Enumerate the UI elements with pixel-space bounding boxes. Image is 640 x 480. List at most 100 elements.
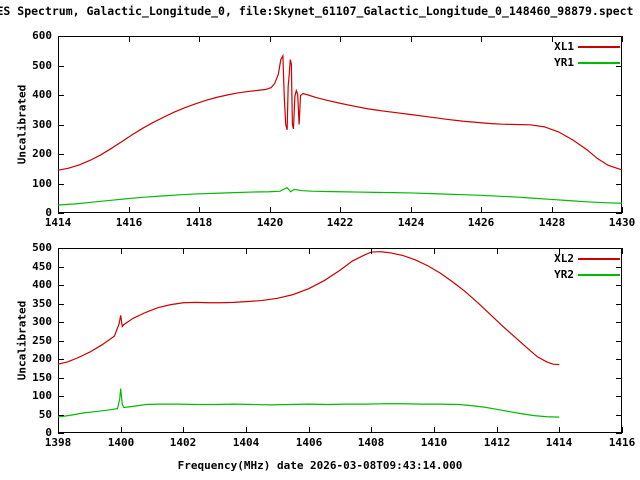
- x-tick-label: 1416: [608, 436, 636, 449]
- x-tick-label: 1424: [397, 216, 425, 229]
- y-tick-mark: [58, 66, 64, 67]
- y-tick-mark: [616, 66, 622, 67]
- bottom-plot-frame: [58, 248, 622, 433]
- x-tick-mark: [622, 427, 623, 433]
- x-tick-label: 1420: [256, 216, 284, 229]
- y-tick-mark: [58, 396, 64, 397]
- x-tick-mark: [340, 207, 341, 213]
- y-tick-label: 350: [32, 297, 52, 310]
- x-tick-label: 1402: [169, 436, 197, 449]
- x-tick-mark: [121, 248, 122, 254]
- y-tick-mark: [616, 95, 622, 96]
- x-tick-mark: [309, 248, 310, 254]
- y-tick-mark: [616, 184, 622, 185]
- x-tick-label: 1404: [232, 436, 260, 449]
- legend-label: YR1: [554, 56, 574, 69]
- y-tick-mark: [616, 125, 622, 126]
- x-tick-mark: [497, 427, 498, 433]
- y-tick-label: 450: [32, 260, 52, 273]
- y-tick-label: 400: [32, 278, 52, 291]
- x-tick-mark: [371, 427, 372, 433]
- x-tick-mark: [121, 427, 122, 433]
- x-tick-mark: [246, 248, 247, 254]
- x-tick-mark: [129, 207, 130, 213]
- x-tick-mark: [552, 36, 553, 42]
- x-tick-mark: [58, 427, 59, 433]
- y-tick-mark: [58, 359, 64, 360]
- y-tick-mark: [616, 359, 622, 360]
- x-tick-mark: [622, 248, 623, 254]
- x-tick-label: 1400: [107, 436, 135, 449]
- y-tick-mark: [616, 304, 622, 305]
- legend-label: YR2: [554, 268, 574, 281]
- y-tick-mark: [616, 154, 622, 155]
- y-tick-mark: [58, 184, 64, 185]
- x-tick-mark: [183, 248, 184, 254]
- y-tick-label: 100: [32, 177, 52, 190]
- x-tick-mark: [622, 207, 623, 213]
- y-tick-mark: [58, 304, 64, 305]
- x-tick-mark: [58, 36, 59, 42]
- x-tick-label: 1414: [44, 216, 72, 229]
- legend-color-swatch: [578, 274, 620, 276]
- legend-entry-xl1[interactable]: XL1: [462, 40, 620, 54]
- x-tick-mark: [129, 36, 130, 42]
- y-tick-mark: [58, 341, 64, 342]
- y-tick-mark: [58, 248, 64, 249]
- y-tick-mark: [58, 95, 64, 96]
- legend-entry-yr2[interactable]: YR2: [462, 268, 620, 282]
- y-tick-mark: [58, 433, 64, 434]
- y-tick-label: 100: [32, 389, 52, 402]
- x-tick-mark: [434, 248, 435, 254]
- y-tick-label: 250: [32, 334, 52, 347]
- x-tick-mark: [622, 36, 623, 42]
- y-tick-mark: [58, 125, 64, 126]
- x-tick-mark: [497, 248, 498, 254]
- x-tick-mark: [246, 427, 247, 433]
- x-tick-label: 1428: [538, 216, 566, 229]
- x-tick-label: 1416: [115, 216, 143, 229]
- x-tick-mark: [481, 207, 482, 213]
- x-axis-label: Frequency(MHz) date 2026-03-08T09:43:14.…: [177, 459, 463, 472]
- legend-color-swatch: [578, 258, 620, 260]
- y-tick-mark: [58, 267, 64, 268]
- y-tick-mark: [616, 285, 622, 286]
- y-tick-label: 600: [32, 29, 52, 42]
- x-tick-mark: [270, 36, 271, 42]
- y-tick-mark: [616, 378, 622, 379]
- y-tick-mark: [58, 154, 64, 155]
- trace-xl1: [57, 53, 623, 171]
- x-tick-mark: [371, 248, 372, 254]
- x-tick-label: 1398: [44, 436, 72, 449]
- window-title-text: ES Spectrum, Galactic_Longitude_0, file:…: [0, 4, 634, 18]
- y-tick-mark: [58, 322, 64, 323]
- x-tick-label: 1418: [185, 216, 213, 229]
- x-tick-mark: [58, 207, 59, 213]
- y-tick-mark: [58, 285, 64, 286]
- legend-entry-yr1[interactable]: YR1: [462, 56, 620, 70]
- x-tick-label: 1430: [608, 216, 636, 229]
- y-tick-mark: [616, 396, 622, 397]
- x-tick-mark: [559, 427, 560, 433]
- y-tick-mark: [616, 267, 622, 268]
- legend-label: XL1: [554, 40, 574, 53]
- x-tick-mark: [199, 207, 200, 213]
- bottom-legend: XL2 YR2: [462, 252, 620, 284]
- x-tick-mark: [434, 427, 435, 433]
- legend-entry-xl2[interactable]: XL2: [462, 252, 620, 266]
- y-tick-label: 0: [45, 206, 52, 219]
- trace-yr2: [57, 388, 560, 418]
- legend-label: XL2: [554, 252, 574, 265]
- x-tick-mark: [183, 427, 184, 433]
- x-tick-mark: [309, 427, 310, 433]
- top-legend: XL1 YR1: [462, 40, 620, 72]
- y-tick-mark: [616, 248, 622, 249]
- x-tick-label: 1426: [467, 216, 495, 229]
- x-tick-mark: [199, 36, 200, 42]
- y-tick-label: 500: [32, 241, 52, 254]
- trace-xl2: [57, 251, 560, 366]
- y-tick-label: 500: [32, 59, 52, 72]
